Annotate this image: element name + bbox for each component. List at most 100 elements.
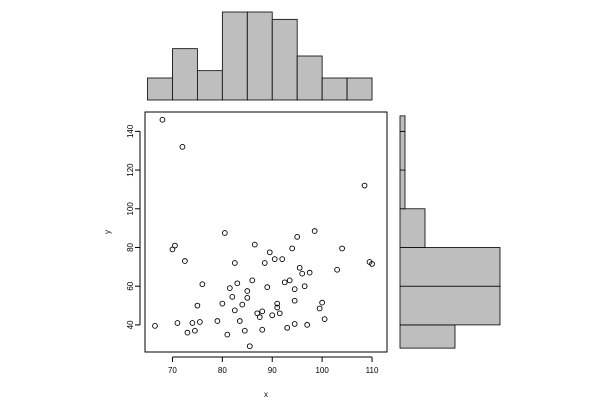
scatter-point bbox=[246, 343, 253, 350]
scatter-point bbox=[219, 300, 226, 307]
scatter-point bbox=[174, 320, 181, 326]
x-histogram-bar bbox=[147, 77, 173, 101]
scatter-point bbox=[269, 312, 276, 319]
scatter-point bbox=[231, 307, 238, 314]
y-tick-label: 60 bbox=[126, 281, 135, 290]
scatter-point bbox=[231, 260, 238, 266]
scatter-point bbox=[254, 310, 261, 317]
scatter-point bbox=[236, 318, 243, 324]
scatter-point bbox=[221, 230, 228, 236]
x-histogram bbox=[147, 11, 373, 101]
scatter-point bbox=[249, 277, 256, 284]
scatter-point bbox=[234, 280, 241, 287]
scatter-point bbox=[241, 327, 248, 334]
x-histogram-bar bbox=[246, 11, 273, 101]
scatter-point bbox=[316, 305, 323, 312]
scatter-point bbox=[299, 270, 306, 277]
scatter-point bbox=[179, 143, 186, 150]
y-histogram-bar bbox=[399, 169, 406, 210]
scatter-point bbox=[291, 286, 298, 292]
y-histogram-bar bbox=[399, 115, 406, 132]
y-histogram-bar bbox=[399, 247, 501, 287]
scatter-point bbox=[319, 299, 325, 306]
scatter-point bbox=[264, 284, 271, 291]
scatter-point bbox=[251, 241, 258, 248]
scatter-point bbox=[306, 269, 313, 276]
y-histogram bbox=[399, 115, 501, 349]
scatter-point bbox=[152, 323, 158, 329]
scatter-point bbox=[226, 285, 233, 291]
scatter-point bbox=[259, 308, 266, 315]
scatter-point bbox=[296, 264, 303, 271]
scatter-point bbox=[321, 316, 328, 322]
scatter-point bbox=[286, 277, 293, 284]
scatter-point bbox=[197, 319, 203, 325]
scatter-point bbox=[266, 249, 273, 256]
scatter-point bbox=[334, 266, 340, 273]
x-histogram-bar bbox=[321, 77, 348, 101]
y-axis: 40 60 80 100 120 140 bbox=[126, 124, 141, 329]
y-histogram-bar bbox=[399, 130, 406, 171]
scatter-point bbox=[244, 294, 251, 301]
scatter-point bbox=[239, 301, 246, 308]
scatter-point bbox=[224, 331, 231, 338]
scatter-point bbox=[276, 310, 283, 317]
x-histogram-bar bbox=[346, 77, 373, 101]
scatter-point bbox=[361, 182, 368, 189]
x-tick-label: 100 bbox=[315, 366, 329, 375]
y-tick-label: 140 bbox=[126, 124, 135, 138]
scatter-point bbox=[301, 283, 308, 290]
x-histogram-bar bbox=[296, 55, 323, 101]
x-tick-label: 80 bbox=[218, 366, 227, 375]
scatter-point bbox=[199, 281, 206, 288]
scatter-point bbox=[184, 329, 191, 336]
y-histogram-bar bbox=[399, 208, 426, 248]
scatter-point bbox=[172, 242, 178, 249]
scatter-point bbox=[274, 300, 281, 307]
scatter-point bbox=[284, 324, 291, 331]
x-axis-label: x bbox=[264, 390, 268, 399]
points-layer bbox=[152, 116, 375, 350]
scatter-point bbox=[182, 258, 188, 264]
y-tick-label: 100 bbox=[126, 202, 135, 216]
scatter-point bbox=[281, 279, 288, 286]
scatter-point bbox=[339, 245, 345, 252]
plot-frame bbox=[144, 111, 388, 353]
x-tick-label: 70 bbox=[168, 366, 177, 375]
scatter-point bbox=[192, 327, 198, 334]
scatter-point bbox=[261, 260, 268, 266]
y-tick-label: 80 bbox=[126, 242, 135, 251]
x-histogram-bar bbox=[221, 11, 248, 101]
x-histogram-bar bbox=[196, 70, 223, 101]
y-tick-label: 40 bbox=[126, 320, 135, 329]
scatter-point bbox=[194, 302, 201, 309]
scatter-plot: 70 80 90 100 110 40 60 80 100 120 140 x y bbox=[103, 111, 388, 399]
scatter-point bbox=[291, 297, 298, 304]
scatter-point bbox=[214, 318, 221, 324]
scatter-point bbox=[271, 256, 278, 262]
scatter-point bbox=[244, 288, 251, 294]
scatter-point bbox=[274, 304, 281, 311]
x-histogram-bar bbox=[172, 48, 198, 101]
scatter-point bbox=[294, 233, 301, 240]
scatter-point bbox=[289, 245, 296, 252]
y-histogram-bar bbox=[399, 324, 456, 349]
scatter-point bbox=[259, 326, 266, 333]
y-axis-label: y bbox=[103, 230, 112, 234]
scatter-point bbox=[291, 321, 298, 327]
scatter-point bbox=[279, 256, 286, 262]
scatter-point bbox=[169, 246, 176, 253]
scatter-point bbox=[159, 116, 166, 123]
x-histogram-bar bbox=[271, 18, 298, 101]
scatter-point bbox=[256, 314, 263, 321]
x-tick-label: 90 bbox=[268, 366, 277, 375]
scatter-point bbox=[304, 322, 311, 328]
y-tick-label: 120 bbox=[126, 163, 135, 177]
y-histogram-bar bbox=[399, 285, 501, 326]
scatter-point bbox=[229, 293, 236, 300]
scatter-point bbox=[189, 320, 196, 326]
scatter-point bbox=[311, 228, 318, 234]
x-axis: 70 80 90 100 110 bbox=[168, 356, 379, 375]
x-tick-label: 110 bbox=[366, 366, 379, 375]
